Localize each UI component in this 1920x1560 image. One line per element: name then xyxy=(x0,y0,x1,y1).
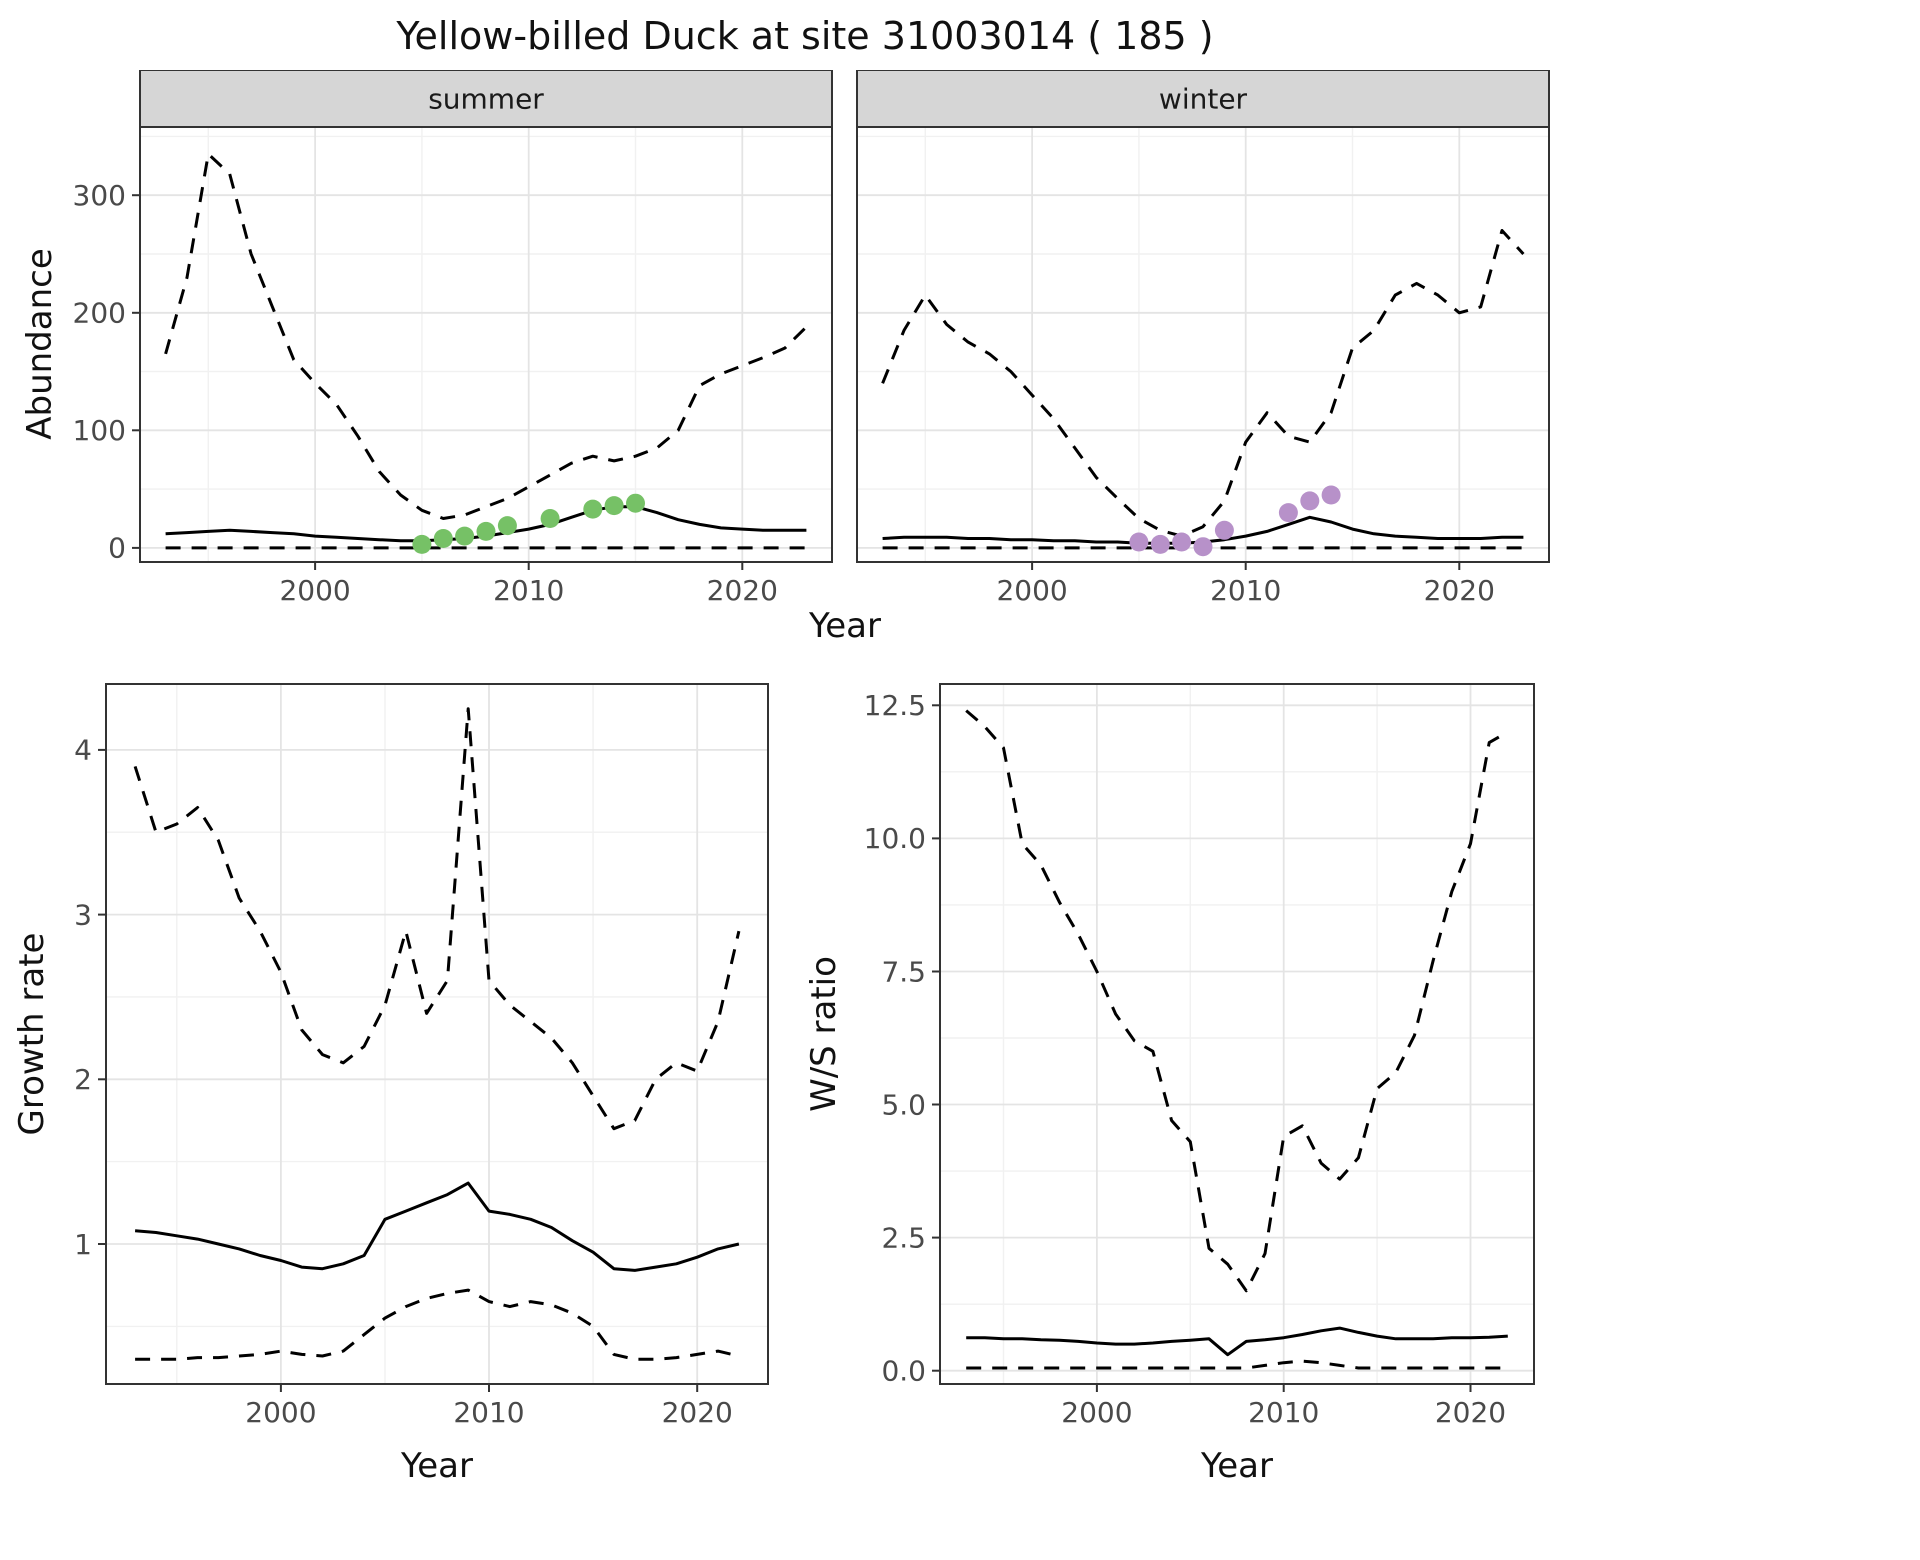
observation-point xyxy=(626,493,645,513)
y-tick-label: 1 xyxy=(74,1228,92,1261)
winter-abundance-panel: winter 2000 2010 2020 xyxy=(856,70,1550,607)
y-tick-label: 100 xyxy=(73,414,126,447)
observation-point xyxy=(497,516,517,536)
summer-abundance-panel: summer 2000 2010 2020 0 100 200 300 xyxy=(73,70,833,607)
observation-point xyxy=(433,529,453,548)
panel-background xyxy=(940,684,1534,1384)
series-median xyxy=(134,1181,740,1272)
panel-border xyxy=(939,683,1535,1385)
y-tick-label: 7.5 xyxy=(881,955,926,988)
observation-point xyxy=(1300,491,1320,511)
panel-background xyxy=(140,127,832,562)
panel-border xyxy=(105,683,769,1385)
x-tick-label: 2000 xyxy=(1061,1396,1132,1429)
observation-point xyxy=(476,521,496,541)
x-tick-label: 2020 xyxy=(1424,574,1495,607)
y-tick-label: 3 xyxy=(74,898,92,931)
growth-rate-panel: 2000 2010 2020 1 2 3 4 xyxy=(74,683,769,1429)
series-lower-ci xyxy=(135,1288,740,1361)
growth-rate-x-axis-label: Year xyxy=(401,1446,473,1486)
y-tick-label: 5.0 xyxy=(881,1088,926,1121)
observation-point xyxy=(1214,520,1234,540)
ws-ratio-x-axis-label: Year xyxy=(1201,1446,1273,1486)
series-upper-ci xyxy=(164,152,808,520)
observation-point xyxy=(455,526,475,546)
panel-background xyxy=(857,127,1549,562)
ws-ratio-panel: 2000 2010 2020 0.0 2.5 5.0 7.5 10.0 12.5 xyxy=(864,683,1535,1429)
y-tick-label: 2.5 xyxy=(881,1221,926,1254)
observation-point xyxy=(412,534,432,554)
facet-strip xyxy=(856,70,1550,128)
observation-point xyxy=(583,499,603,519)
series-upper-ci xyxy=(881,229,1525,538)
observation-point xyxy=(1129,532,1149,552)
x-tick-label: 2000 xyxy=(996,574,1067,607)
y-tick-label: 4 xyxy=(74,734,92,767)
facet-strip xyxy=(139,70,833,128)
x-tick-label: 2020 xyxy=(1435,1396,1506,1429)
top-x-axis-label: Year xyxy=(809,606,881,646)
x-tick-label: 2000 xyxy=(279,574,350,607)
series-upper-ci xyxy=(965,709,1509,1293)
x-tick-label: 2020 xyxy=(662,1396,733,1429)
y-tick-label: 200 xyxy=(73,297,126,330)
observation-point xyxy=(1278,503,1298,523)
series-median xyxy=(966,1326,1508,1357)
abundance-y-axis-label: Abundance xyxy=(20,248,60,440)
y-tick-label: 10.0 xyxy=(864,822,926,855)
y-tick-label: 12.5 xyxy=(864,689,926,722)
observation-point xyxy=(1150,534,1170,554)
y-tick-label: 2 xyxy=(74,1063,92,1096)
x-tick-label: 2000 xyxy=(245,1396,316,1429)
observation-point xyxy=(604,496,624,516)
x-tick-label: 2010 xyxy=(1248,1396,1319,1429)
x-tick-label: 2010 xyxy=(453,1396,524,1429)
observation-point xyxy=(1193,537,1213,557)
y-tick-label: 0 xyxy=(108,532,126,565)
page-title: Yellow-billed Duck at site 31003014 ( 18… xyxy=(396,14,1214,58)
growth-rate-y-axis-label: Growth rate xyxy=(12,932,52,1136)
y-tick-label: 0.0 xyxy=(881,1355,926,1388)
panel-background xyxy=(106,684,768,1384)
y-tick-label: 300 xyxy=(73,179,126,212)
observation-point xyxy=(540,509,560,528)
facet-strip-label: winter xyxy=(1159,82,1248,115)
x-tick-label: 2020 xyxy=(707,574,778,607)
facet-strip-label: summer xyxy=(428,82,544,115)
x-tick-label: 2010 xyxy=(493,574,564,607)
observation-point xyxy=(1321,485,1341,505)
series-upper-ci xyxy=(133,707,741,1131)
x-tick-label: 2010 xyxy=(1210,574,1281,607)
series-lower-ci xyxy=(966,1359,1508,1370)
observation-point xyxy=(1172,532,1192,552)
ws-ratio-y-axis-label: W/S ratio xyxy=(804,956,844,1112)
